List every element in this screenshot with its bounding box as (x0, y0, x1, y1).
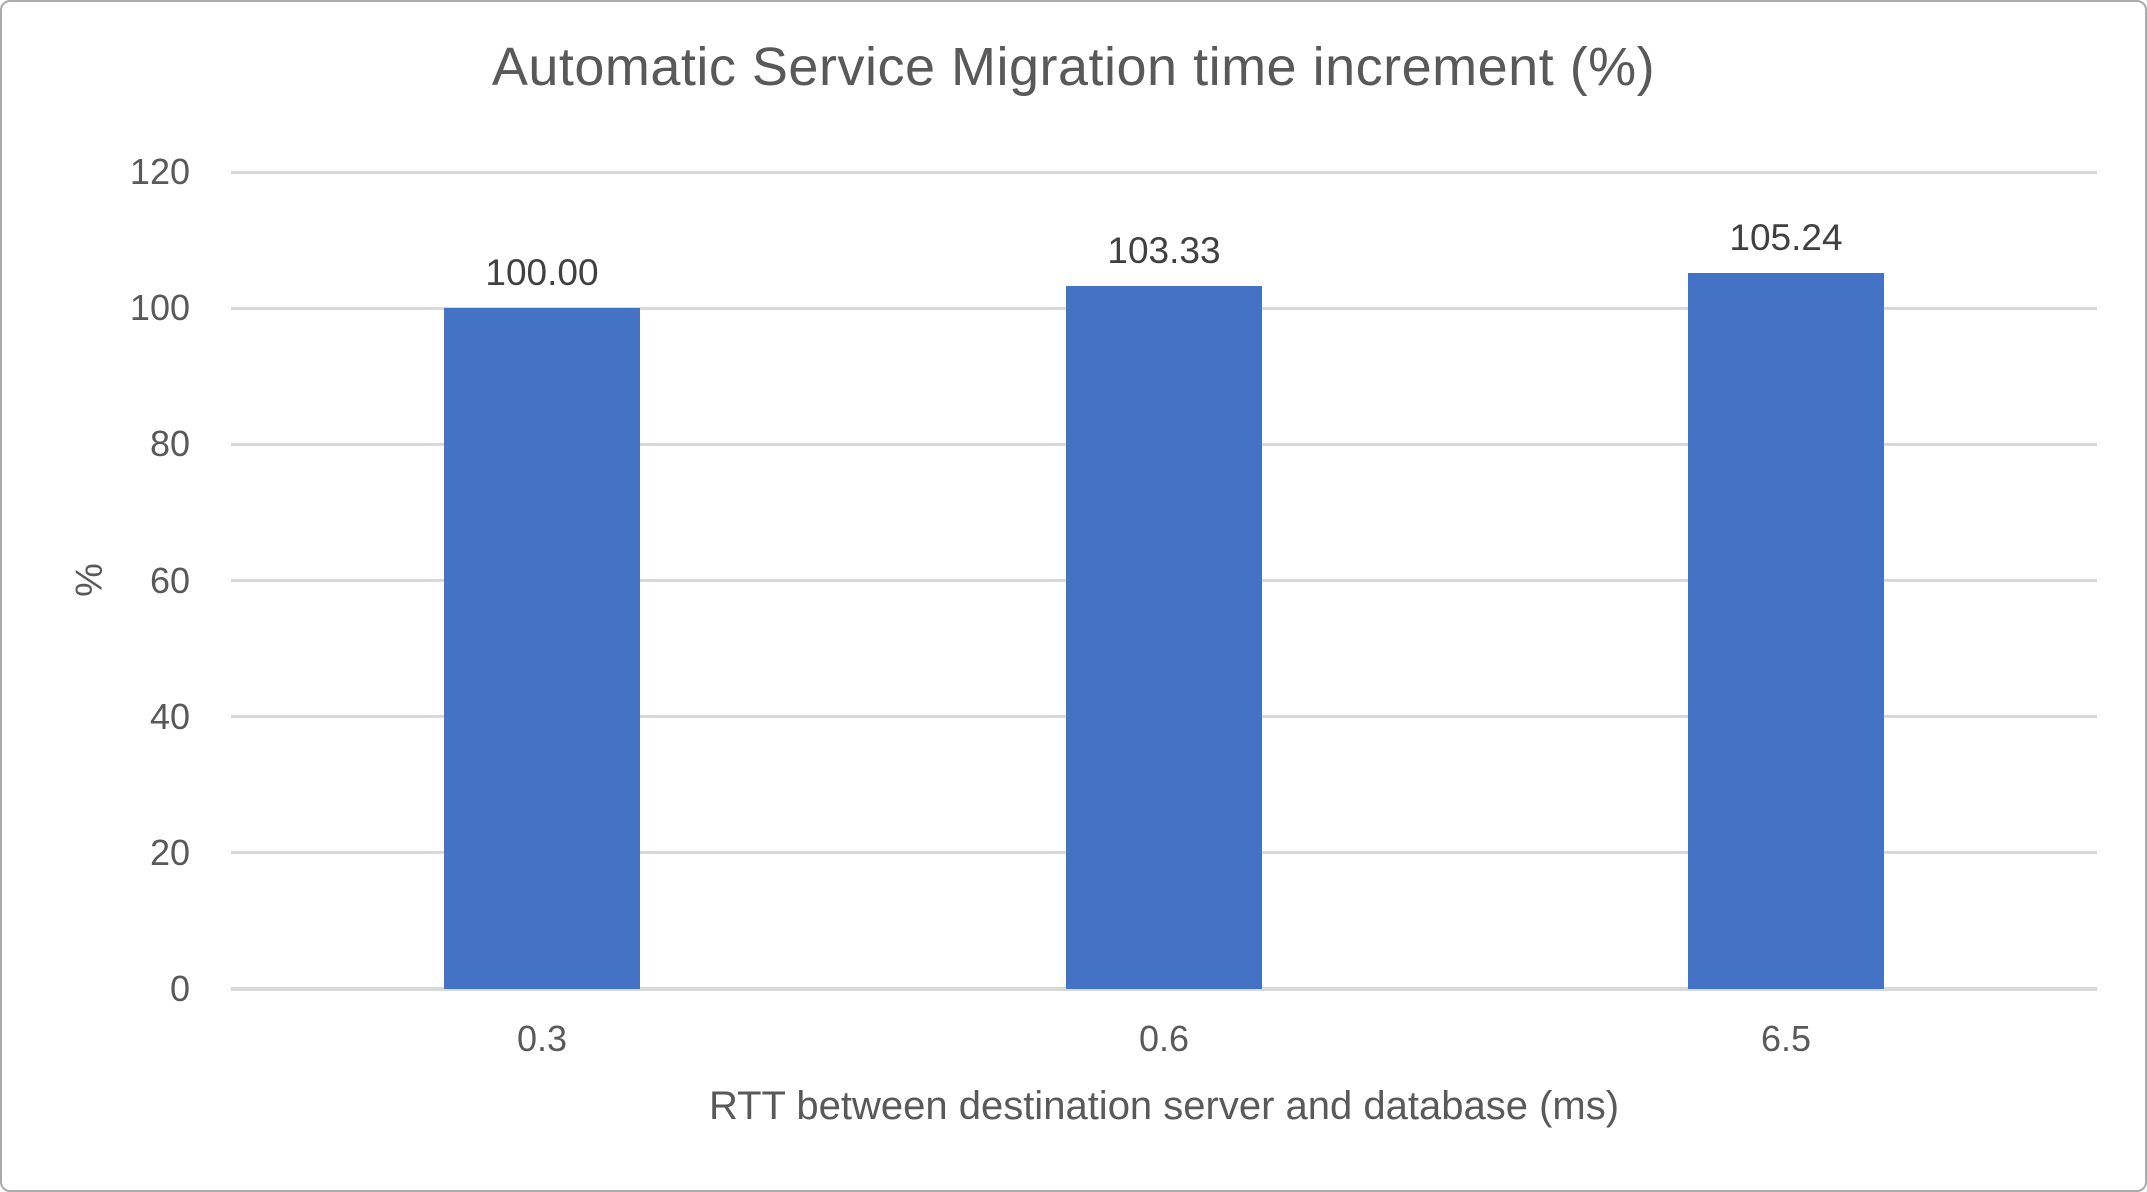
chart-title: Automatic Service Migration time increme… (491, 37, 1656, 97)
bar-value-label-0.3: 100.00 (485, 252, 599, 294)
x-axis-title: RTT between destination server and datab… (708, 1084, 1620, 1128)
y-tick-label-80: 80 (149, 423, 190, 465)
bar-0.3 (444, 308, 640, 989)
x-tick-label-0.3: 0.3 (516, 1018, 568, 1059)
plot-area: 100.00 103.33 105.24 (231, 170, 2097, 991)
y-tick-label-40: 40 (149, 695, 190, 737)
bar-6.5 (1688, 272, 1884, 989)
x-tick-label-0.6: 0.6 (1138, 1018, 1190, 1059)
bar-0.6 (1066, 285, 1262, 989)
bar-value-label-6.5: 105.24 (1729, 216, 1843, 258)
gridline-y-0 (231, 987, 2097, 991)
y-tick-label-0: 0 (169, 968, 190, 1009)
y-tick-label-20: 20 (149, 831, 190, 873)
y-tick-label-120: 120 (129, 151, 190, 192)
y-tick-label-100: 100 (129, 287, 190, 329)
y-tick-label-60: 60 (149, 559, 190, 601)
bar-value-label-0.6: 103.33 (1107, 229, 1221, 271)
gridline-y-120 (231, 170, 2097, 174)
x-tick-label-6.5: 6.5 (1760, 1018, 1812, 1059)
